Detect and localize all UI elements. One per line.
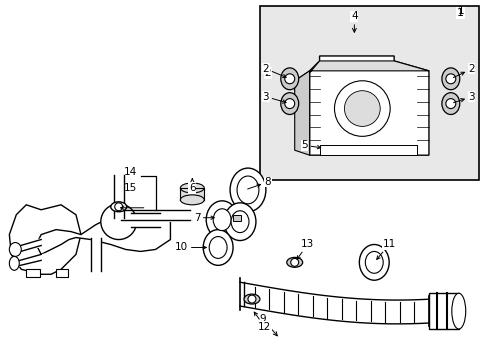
Text: 11: 11: [376, 239, 395, 260]
Ellipse shape: [180, 195, 204, 205]
Ellipse shape: [203, 230, 233, 265]
Ellipse shape: [111, 202, 126, 212]
Circle shape: [247, 295, 255, 303]
Ellipse shape: [280, 93, 298, 114]
Ellipse shape: [209, 237, 226, 258]
Text: 5: 5: [301, 140, 320, 150]
Text: 15: 15: [123, 183, 136, 193]
Text: 1: 1: [456, 6, 463, 16]
Text: 9: 9: [259, 314, 277, 336]
Bar: [56, 269, 68, 277]
Ellipse shape: [231, 211, 248, 233]
Text: 12: 12: [254, 312, 271, 332]
Text: 1: 1: [456, 8, 463, 18]
Circle shape: [290, 258, 298, 266]
Polygon shape: [294, 61, 428, 91]
Ellipse shape: [237, 176, 258, 204]
Ellipse shape: [286, 257, 302, 267]
Bar: [180, 188, 204, 200]
Ellipse shape: [213, 209, 231, 231]
Circle shape: [284, 74, 294, 84]
Polygon shape: [294, 71, 309, 155]
Text: 14: 14: [123, 167, 136, 177]
Text: 7: 7: [193, 213, 214, 223]
Circle shape: [284, 99, 294, 109]
Bar: [233, 215, 241, 221]
Text: 13: 13: [296, 239, 314, 259]
Text: 2: 2: [452, 64, 474, 78]
Circle shape: [334, 81, 389, 136]
Bar: [26, 269, 40, 277]
Ellipse shape: [441, 68, 459, 90]
Bar: [130, 213, 160, 227]
Bar: [319, 145, 416, 155]
Text: 8: 8: [247, 177, 271, 189]
Ellipse shape: [9, 256, 19, 270]
Bar: [260, 6, 478, 180]
Circle shape: [344, 91, 380, 126]
Text: 2: 2: [262, 64, 285, 77]
Circle shape: [115, 203, 122, 211]
Ellipse shape: [280, 68, 298, 90]
Ellipse shape: [230, 168, 265, 212]
Circle shape: [445, 74, 455, 84]
Ellipse shape: [224, 203, 255, 240]
Circle shape: [101, 204, 136, 239]
Bar: [428, 293, 458, 329]
Ellipse shape: [359, 244, 388, 280]
Polygon shape: [9, 205, 81, 274]
Ellipse shape: [451, 293, 465, 329]
Text: 4: 4: [350, 11, 357, 32]
Text: 6: 6: [188, 179, 195, 193]
Ellipse shape: [9, 243, 21, 256]
Text: 10: 10: [175, 243, 206, 252]
Polygon shape: [36, 210, 170, 255]
Ellipse shape: [441, 93, 459, 114]
Ellipse shape: [180, 183, 204, 193]
Text: 3: 3: [452, 92, 474, 103]
Circle shape: [445, 99, 455, 109]
Polygon shape: [309, 56, 428, 155]
Ellipse shape: [244, 294, 260, 304]
Ellipse shape: [206, 201, 238, 239]
Text: 2: 2: [264, 68, 271, 78]
Ellipse shape: [365, 251, 383, 273]
Text: 3: 3: [262, 92, 285, 103]
